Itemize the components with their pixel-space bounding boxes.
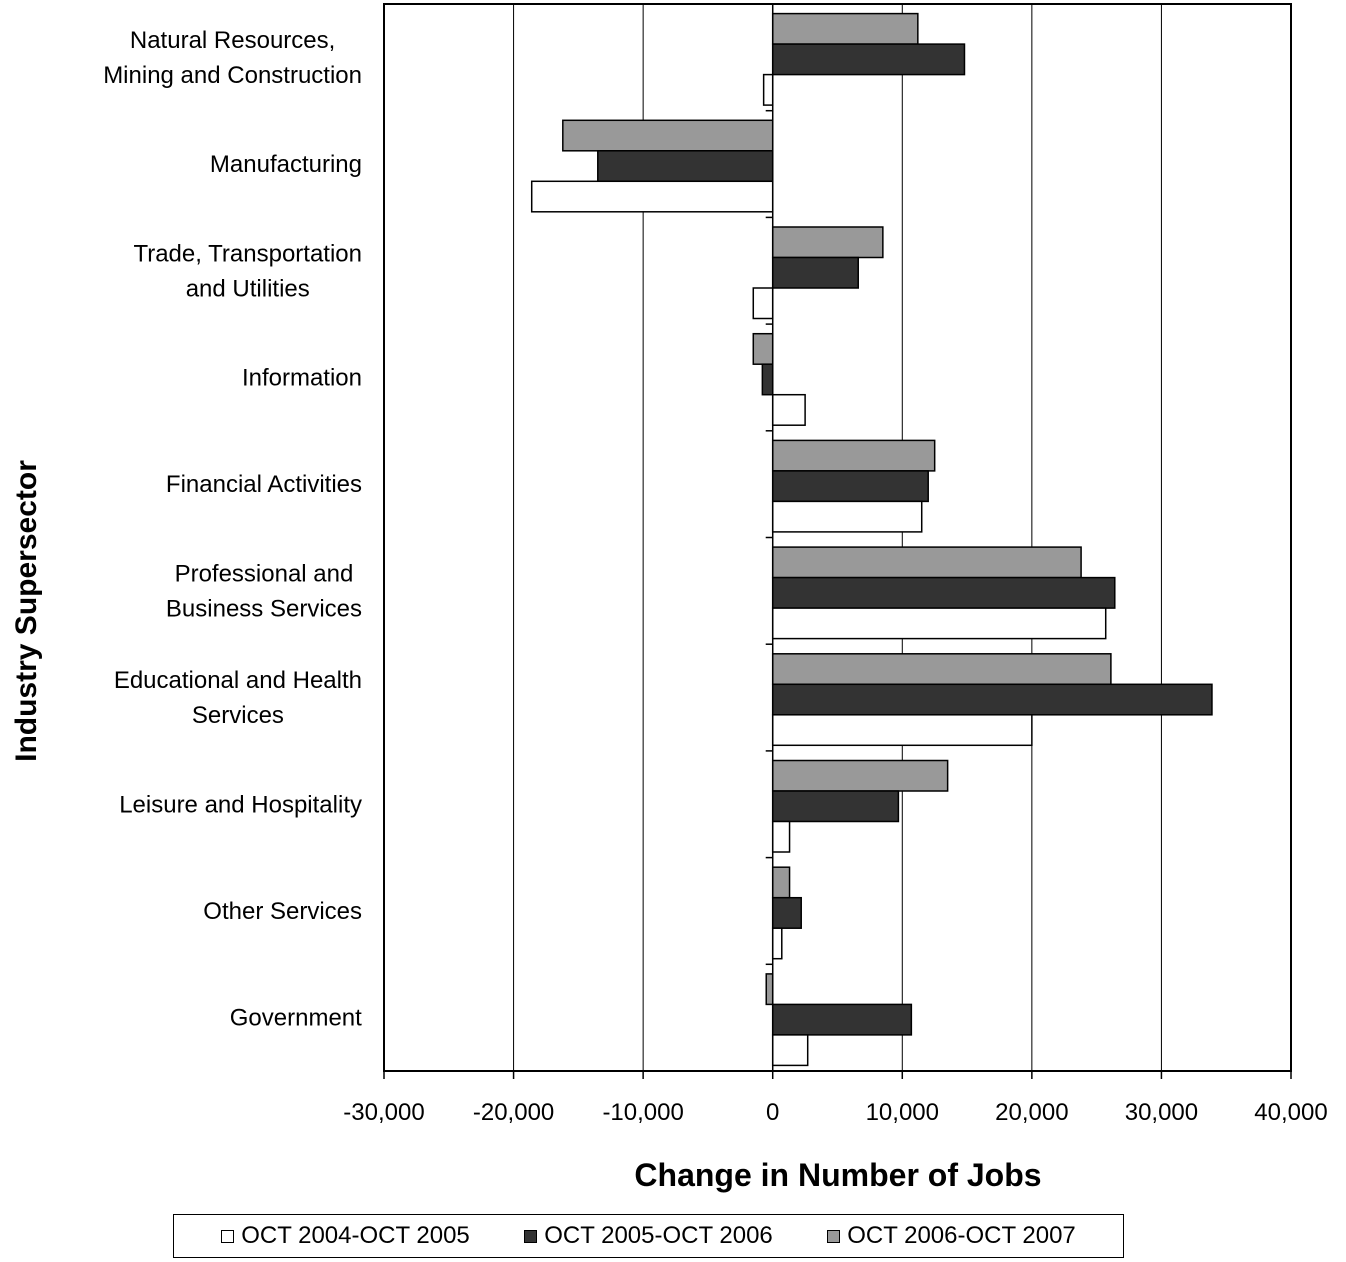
category-label-8: Other Services [203,898,362,925]
x-tick-label-1: -20,000 [473,1099,554,1126]
x-tick-label-7: 40,000 [1254,1099,1327,1126]
bar-series-0-category-7 [771,820,791,853]
bar-series-2-category-1 [562,119,774,152]
bar-series-0-category-9 [771,1034,809,1067]
x-tick-label-3: 0 [766,1099,779,1126]
bar-series-1-category-3 [761,363,774,396]
bar-series-1-category-0 [771,43,966,76]
legend-swatch-series-0 [221,1229,235,1243]
category-label-3: Information [242,364,362,391]
category-label-5: Professional and Business Services [166,560,362,622]
bar-series-0-category-2 [752,287,774,320]
bar-series-1-category-2 [771,256,859,289]
bar-series-0-category-3 [771,393,806,426]
legend-label-series-2: OCT 2006-OCT 2007 [847,1222,1076,1249]
bar-series-0-category-5 [771,607,1107,640]
bar-series-1-category-8 [771,896,802,929]
bar-series-1-category-5 [771,576,1116,609]
bar-series-1-category-1 [597,150,774,183]
bar-series-1-category-6 [771,683,1213,716]
category-label-0: Natural Resources, Mining and Constructio… [103,27,362,89]
bar-series-2-category-7 [771,759,949,792]
x-axis-title: Change in Number of Jobs [634,1157,1041,1193]
category-label-4: Financial Activities [166,471,362,498]
bar-series-2-category-5 [771,546,1082,579]
bar-series-2-category-3 [752,332,774,365]
category-label-7: Leisure and Hospitality [119,791,362,818]
bar-series-2-category-8 [771,866,791,899]
legend-swatch-series-2 [827,1229,841,1243]
bar-series-2-category-9 [765,973,774,1006]
legend-label-series-1: OCT 2005-OCT 2006 [544,1222,773,1249]
x-tick-label-2: -10,000 [602,1099,683,1126]
bar-series-0-category-6 [771,714,1033,747]
category-label-9: Government [230,1005,362,1032]
category-label-6: Educational and Health Services [114,667,362,729]
bar-series-0-category-8 [771,927,783,960]
bar-series-1-category-9 [771,1003,913,1036]
legend-item-series-1: OCT 2005-OCT 2006 [524,1222,773,1250]
bar-series-2-category-6 [771,653,1112,686]
legend-item-series-2: OCT 2006-OCT 2007 [827,1222,1076,1250]
category-label-1: Manufacturing [210,151,362,178]
legend-label-series-0: OCT 2004-OCT 2005 [241,1222,470,1249]
x-tick-label-6: 30,000 [1125,1099,1198,1126]
x-tick-label-0: -30,000 [343,1099,424,1126]
bar-series-0-category-1 [530,180,774,213]
legend-item-series-0: OCT 2004-OCT 2005 [221,1222,470,1250]
legend-swatch-series-1 [524,1229,538,1243]
x-tick-label-4: 10,000 [866,1099,939,1126]
x-tick-label-5: 20,000 [995,1099,1068,1126]
bar-series-1-category-7 [771,790,900,823]
bar-series-2-category-4 [771,439,936,472]
plot-area-border [383,3,1292,1072]
bar-series-1-category-4 [771,470,929,503]
category-label-2: Trade, Transportation and Utilities [133,240,362,302]
bar-series-2-category-2 [771,226,884,259]
bar-series-2-category-0 [771,12,919,45]
y-axis-title: Industry Supersector [10,460,43,762]
legend: OCT 2004-OCT 2005 OCT 2005-OCT 2006 OCT … [173,1214,1124,1258]
bar-series-0-category-0 [762,73,774,106]
bar-series-0-category-4 [771,500,923,533]
